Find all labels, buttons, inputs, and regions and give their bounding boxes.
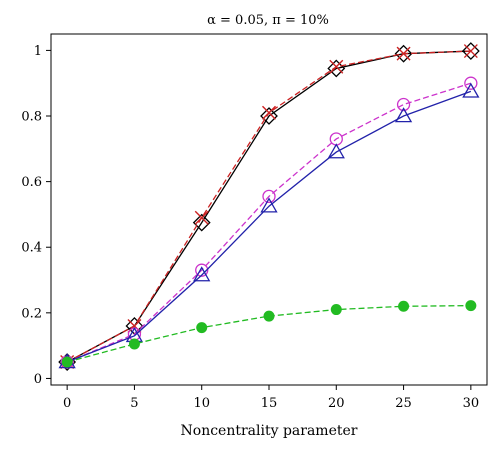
y-tick-label: 0 <box>34 372 42 387</box>
x-marker <box>396 46 411 61</box>
x-axis-label: Noncentrality parameter <box>181 423 358 439</box>
y-tick-label: 0.4 <box>21 241 42 256</box>
y-axis: 0 0.2 0.4 0.6 0.8 1 <box>21 44 51 387</box>
x-tick-label: 25 <box>395 396 412 411</box>
circle-marker <box>464 76 478 90</box>
series-5 <box>61 300 477 368</box>
x-tick-label: 30 <box>463 396 480 411</box>
x-marker <box>463 44 478 59</box>
x-marker <box>262 105 276 120</box>
series-4 <box>58 82 480 369</box>
x-tick-label: 5 <box>130 396 138 411</box>
diamond-marker <box>260 107 278 125</box>
series-group <box>58 42 480 371</box>
chart-title: α = 0.05, π = 10% <box>207 13 329 28</box>
x-marker-stroke <box>396 46 411 61</box>
x-tick-label: 15 <box>261 396 278 411</box>
filled-circle-marker <box>61 356 73 368</box>
series-3-line <box>66 82 472 363</box>
triangle-marker <box>462 82 480 98</box>
filled-circle-marker <box>263 310 275 322</box>
y-tick-label: 0.6 <box>21 175 42 190</box>
y-tick-label: 0.2 <box>21 306 42 321</box>
x-marker-stroke <box>262 105 276 120</box>
filled-circle-marker <box>398 300 410 312</box>
diamond-marker <box>461 42 480 60</box>
series-4-line <box>66 90 472 363</box>
filled-circle-marker <box>330 304 342 316</box>
circle-marker <box>195 263 209 277</box>
x-marker-stroke <box>329 59 344 74</box>
filled-circle-marker <box>128 338 140 350</box>
filled-circle-marker <box>465 300 477 312</box>
x-marker <box>194 210 209 225</box>
y-tick-label: 1 <box>34 44 42 59</box>
x-marker-stroke <box>463 44 478 59</box>
triangle-marker <box>394 107 413 123</box>
y-tick-label: 0.8 <box>21 110 42 125</box>
circle-marker <box>262 189 276 204</box>
x-axis: 0 5 10 15 20 25 30 <box>63 385 479 411</box>
x-tick-label: 10 <box>193 396 210 411</box>
x-tick-label: 20 <box>328 396 345 411</box>
circle-marker <box>396 97 411 112</box>
filled-circle-marker <box>196 322 208 334</box>
x-marker <box>329 59 344 74</box>
series-3 <box>60 76 478 369</box>
triangle-marker <box>327 143 345 159</box>
diamond-marker <box>394 44 413 63</box>
x-tick-label: 0 <box>63 396 71 411</box>
triangle-marker <box>260 197 278 213</box>
triangle-marker <box>193 266 211 282</box>
x-marker-stroke <box>194 210 209 225</box>
diamond-marker <box>192 213 211 232</box>
plot-frame <box>50 33 488 386</box>
